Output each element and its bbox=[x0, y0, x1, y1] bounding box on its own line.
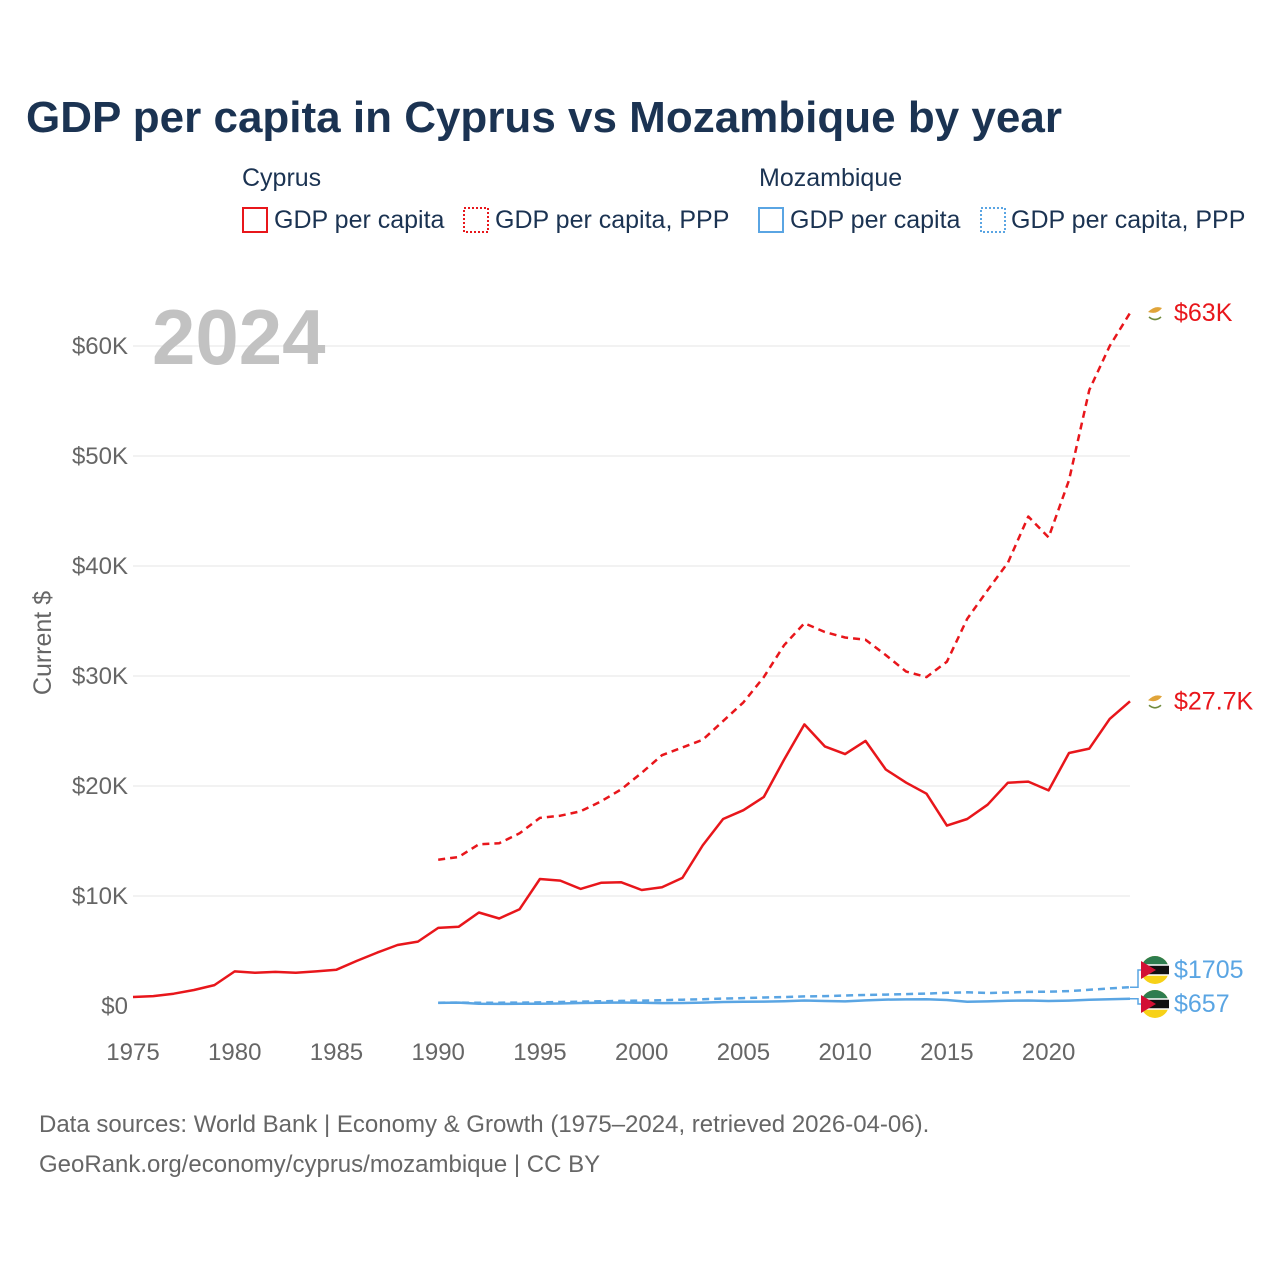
chart-title: GDP per capita in Cyprus vs Mozambique b… bbox=[26, 93, 1062, 142]
x-tick-label: 1980 bbox=[208, 1039, 261, 1066]
legend-item-cyprus-gdp[interactable]: GDP per capita bbox=[274, 206, 445, 234]
cyprus-flag-icon bbox=[1146, 304, 1164, 322]
series-line-2 bbox=[438, 997, 1131, 1006]
legend-swatch-mozambique-ppp bbox=[980, 207, 1006, 233]
series-line-0 bbox=[132, 700, 1131, 999]
x-tick-label: 1985 bbox=[310, 1039, 363, 1066]
year-label: 2024 bbox=[152, 293, 326, 381]
y-tick-label: $60K bbox=[72, 333, 128, 360]
y-tick-label: $30K bbox=[72, 663, 128, 690]
end-label-0: $27.7K bbox=[1174, 687, 1254, 715]
end-label-1: $63K bbox=[1174, 299, 1233, 327]
series-line-3 bbox=[438, 985, 1131, 1005]
gridlines bbox=[133, 345, 1130, 897]
source-line-2[interactable]: GeoRank.org/economy/cyprus/mozambique | … bbox=[39, 1151, 600, 1178]
legend-item-mozambique-gdp[interactable]: GDP per capita bbox=[790, 206, 961, 234]
x-tick-label: 2015 bbox=[920, 1039, 973, 1066]
legend-swatch-cyprus-gdp bbox=[242, 207, 268, 233]
end-label-3: $1705 bbox=[1174, 956, 1244, 984]
x-tick-label: 2000 bbox=[615, 1039, 668, 1066]
mozambique-flag-icon bbox=[1141, 956, 1169, 984]
y-tick-label: $50K bbox=[72, 443, 128, 470]
legend-item-mozambique-ppp[interactable]: GDP per capita, PPP bbox=[1011, 206, 1245, 234]
source-line-1: Data sources: World Bank | Economy & Gro… bbox=[39, 1111, 929, 1138]
y-axis-label: Current $ bbox=[29, 591, 57, 695]
legend-item-cyprus-ppp[interactable]: GDP per capita, PPP bbox=[495, 206, 729, 234]
x-tick-label: 1975 bbox=[106, 1039, 159, 1066]
mozambique-flag-icon bbox=[1141, 990, 1169, 1018]
series-layer bbox=[132, 312, 1132, 1006]
x-tick-label: 1995 bbox=[513, 1039, 566, 1066]
x-tick-label: 2020 bbox=[1022, 1039, 1075, 1066]
x-axis: 1975 1980 1985 1990 1995 2000 2005 2010 2015 2020 bbox=[106, 1039, 1075, 1066]
legend: Cyprus Mozambique GDP per capita GDP per… bbox=[242, 164, 1245, 234]
y-tick-label: $0 bbox=[101, 993, 128, 1020]
x-tick-label: 2010 bbox=[818, 1039, 871, 1066]
y-tick-label: $20K bbox=[72, 773, 128, 800]
legend-group-mozambique: Mozambique bbox=[759, 164, 902, 192]
legend-group-cyprus: Cyprus bbox=[242, 164, 321, 192]
series-line-1 bbox=[438, 312, 1132, 861]
end-labels: $63K $27.7K $1705 $657 bbox=[1130, 299, 1254, 1018]
y-tick-label: $10K bbox=[72, 883, 128, 910]
y-tick-label: $40K bbox=[72, 553, 128, 580]
end-label-2: $657 bbox=[1174, 990, 1230, 1018]
y-axis: $0 $10K $20K $30K $40K $50K $60K bbox=[72, 333, 128, 1020]
x-tick-label: 2005 bbox=[717, 1039, 770, 1066]
cyprus-flag-icon bbox=[1146, 692, 1164, 711]
x-tick-label: 1990 bbox=[412, 1039, 465, 1066]
legend-swatch-mozambique-gdp bbox=[758, 207, 784, 233]
legend-swatch-cyprus-ppp bbox=[463, 207, 489, 233]
